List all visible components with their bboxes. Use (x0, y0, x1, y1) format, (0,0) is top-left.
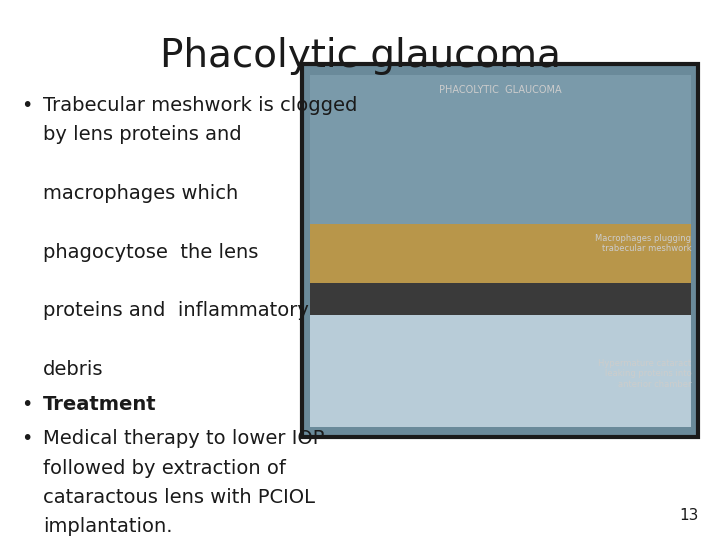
Bar (310, 224, 691, 288)
Text: Trabecular meshwork is clogged: Trabecular meshwork is clogged (43, 96, 358, 115)
Bar (310, 315, 691, 427)
Text: Treatment: Treatment (43, 395, 157, 414)
Text: Medical therapy to lower IOP: Medical therapy to lower IOP (43, 429, 325, 448)
Text: Macrophages plugging
trabecular meshwork: Macrophages plugging trabecular meshwork (595, 234, 691, 253)
Text: implantation.: implantation. (43, 517, 173, 536)
Text: Phacolytic glaucoma: Phacolytic glaucoma (160, 37, 560, 76)
Text: followed by extraction of: followed by extraction of (43, 459, 286, 478)
Text: cataractous lens with PCIOL: cataractous lens with PCIOL (43, 488, 315, 507)
Text: •: • (22, 429, 33, 448)
Text: debris: debris (43, 360, 104, 379)
Text: PHACOLYTIC  GLAUCOMA: PHACOLYTIC GLAUCOMA (439, 85, 562, 96)
Text: 13: 13 (679, 508, 698, 523)
Text: Hypermature cataract
leaking proteins into
anterior chamber: Hypermature cataract leaking proteins in… (598, 359, 691, 389)
Text: •: • (22, 96, 33, 115)
Text: by lens proteins and: by lens proteins and (43, 125, 242, 144)
Text: phagocytose  the lens: phagocytose the lens (43, 243, 258, 262)
Bar (302, 64, 698, 437)
Bar (310, 75, 691, 427)
Text: •: • (22, 395, 33, 414)
Text: macrophages which: macrophages which (43, 184, 238, 203)
Bar (310, 283, 691, 320)
Text: proteins and  inflammatory: proteins and inflammatory (43, 301, 309, 320)
